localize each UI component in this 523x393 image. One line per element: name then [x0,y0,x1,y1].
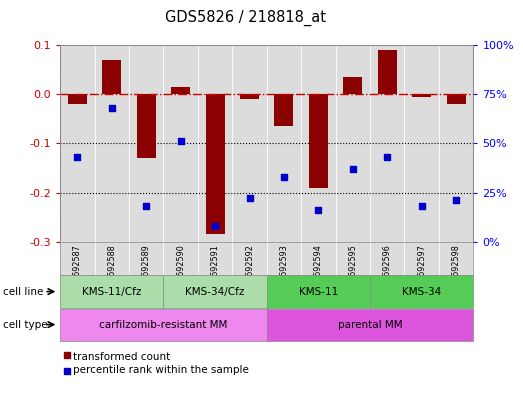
Bar [336,45,370,242]
Text: GSM1692598: GSM1692598 [451,244,461,298]
Bar [439,45,473,242]
Bar [232,45,267,242]
Point [314,207,323,213]
Text: cell type: cell type [3,320,47,330]
Text: GSM1692596: GSM1692596 [383,244,392,298]
Point [142,203,151,209]
Point [245,195,254,202]
Bar [60,309,267,341]
Point [383,154,391,160]
Point [280,174,288,180]
Text: GSM1692593: GSM1692593 [279,244,289,298]
Bar [301,45,336,242]
Point [63,352,71,358]
Bar [103,60,121,94]
Bar [240,94,259,99]
Text: parental MM: parental MM [338,320,402,330]
Text: GSM1692589: GSM1692589 [142,244,151,298]
Point [417,203,426,209]
Text: KMS-11: KMS-11 [299,286,338,297]
Text: transformed count: transformed count [73,352,170,362]
Text: KMS-34: KMS-34 [402,286,441,297]
Bar [370,275,473,308]
Bar [370,45,404,242]
Bar [60,275,163,308]
Text: GSM1692588: GSM1692588 [107,244,116,298]
Bar [267,309,473,341]
Point [176,138,185,145]
Point [108,105,116,111]
Text: GSM1692590: GSM1692590 [176,244,185,298]
Point [349,166,357,172]
Point [211,223,219,229]
Bar [267,45,301,242]
Text: GSM1692597: GSM1692597 [417,244,426,298]
Text: GSM1692592: GSM1692592 [245,244,254,298]
Text: carfilzomib-resistant MM: carfilzomib-resistant MM [99,320,228,330]
Bar [137,94,156,158]
Bar [171,87,190,94]
Bar [95,45,129,242]
Bar [447,94,465,104]
Bar [343,77,362,94]
Bar [378,50,397,94]
Point [452,197,460,204]
Bar [309,94,328,187]
Bar [60,45,95,242]
Text: GSM1692587: GSM1692587 [73,244,82,298]
Bar [68,94,87,104]
Text: GSM1692591: GSM1692591 [211,244,220,298]
Text: GSM1692594: GSM1692594 [314,244,323,298]
Point [73,154,82,160]
Bar [206,94,224,234]
Text: KMS-34/Cfz: KMS-34/Cfz [185,286,245,297]
Bar [198,45,232,242]
Bar [163,275,267,308]
Bar [267,275,370,308]
Text: GSM1692595: GSM1692595 [348,244,357,298]
Text: percentile rank within the sample: percentile rank within the sample [73,365,249,375]
Bar [404,45,439,242]
Text: KMS-11/Cfz: KMS-11/Cfz [82,286,142,297]
Bar [163,45,198,242]
Bar [275,94,293,126]
Bar [129,45,163,242]
Point [63,367,71,374]
Text: GDS5826 / 218818_at: GDS5826 / 218818_at [165,10,326,26]
Bar [412,94,431,97]
Text: cell line: cell line [3,286,43,297]
